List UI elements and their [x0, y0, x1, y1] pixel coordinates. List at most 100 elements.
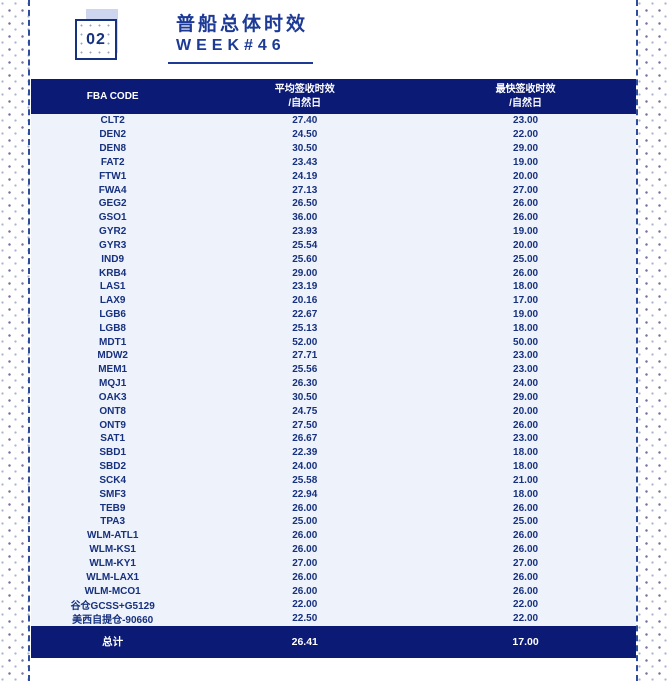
fba-code-cell: MEM1	[98, 364, 128, 376]
fastest-days-cell: 26.00	[513, 212, 539, 224]
average-days-cell: 26.00	[292, 585, 318, 597]
timeliness-table: FBA CODE 平均签收时效 /自然日 最快签收时效 /自然日 CLT2 27.…	[31, 79, 636, 658]
average-days-cell: 27.00	[292, 557, 318, 569]
fba-code-cell: GEG2	[98, 198, 127, 210]
fastest-days-cell: 23.00	[513, 364, 539, 376]
table-body: CLT2 27.40 23.00 DEN2 24.50 22.00 DEN8 30.50 29.…	[31, 114, 636, 626]
table-row: TPA3 25.00 25.00	[31, 515, 636, 529]
fba-code-cell: LGB8	[99, 322, 126, 334]
average-days-cell: 26.00	[292, 544, 318, 556]
average-days-cell: 22.67	[292, 309, 318, 320]
table-row: MEM1 25.56 23.00	[31, 363, 636, 377]
fastest-days-cell: 22.00	[513, 613, 539, 625]
fba-code-cell: TPA3	[100, 516, 126, 528]
fastest-days-cell: 29.00	[513, 391, 539, 403]
fastest-days-cell: 18.00	[513, 322, 539, 334]
fba-code-cell: SBD1	[99, 447, 127, 459]
fastest-days-cell: 26.00	[513, 585, 539, 597]
table-row: ONT8 24.75 20.00	[31, 404, 636, 418]
fastest-days-cell: 20.00	[513, 170, 539, 182]
table-row: IND9 25.60 25.00	[31, 252, 636, 266]
fba-code-cell: ONT9	[99, 419, 126, 431]
average-days-cell: 27.40	[292, 115, 318, 127]
footer-total-label: 总计	[102, 636, 124, 649]
page-title: 普船总体时效	[176, 14, 309, 35]
fba-code-cell: TEB9	[99, 502, 126, 514]
table-row: TEB9 26.00 26.00	[31, 501, 636, 515]
footer-average-value: 26.41	[291, 635, 318, 648]
fastest-days-cell: 50.00	[513, 336, 539, 348]
fastest-days-cell: 20.00	[513, 405, 539, 417]
average-days-cell: 24.75	[292, 405, 318, 417]
fba-code-cell: GSO1	[98, 212, 127, 224]
fastest-days-cell: 29.00	[513, 143, 539, 155]
average-days-cell: 30.50	[292, 391, 318, 403]
fba-code-cell: OAK3	[98, 391, 127, 403]
table-row: SBD1 22.39 18.00	[31, 446, 636, 460]
fastest-days-cell: 18.00	[513, 447, 539, 459]
column-header-fba-code: FBA CODE	[86, 90, 139, 102]
fastest-days-cell: 26.00	[513, 198, 539, 210]
table-row: GYR3 25.54 20.00	[31, 238, 636, 252]
table-row: WLM-LAX1 26.00 26.00	[31, 570, 636, 584]
fba-code-cell: 谷仓GCSS+G5129	[70, 601, 155, 613]
fastest-days-cell: 25.00	[513, 253, 539, 265]
table-row: 美西自提仓-90660 22.50 22.00	[31, 612, 636, 626]
fastest-days-cell: 18.00	[513, 488, 539, 500]
table-row: KRB4 29.00 26.00	[31, 266, 636, 280]
average-days-cell: 25.54	[292, 239, 318, 251]
average-days-cell: 30.50	[292, 143, 318, 155]
average-days-cell: 22.39	[292, 447, 318, 459]
column-header-average: 平均签收时效 /自然日	[274, 84, 335, 109]
fastest-days-cell: 18.00	[513, 461, 539, 473]
fba-code-cell: FAT2	[100, 156, 125, 168]
average-days-cell: 23.43	[292, 156, 318, 168]
table-row: MQJ1 26.30 24.00	[31, 377, 636, 391]
average-days-cell: 27.13	[292, 184, 318, 196]
average-days-cell: 36.00	[292, 212, 318, 224]
fastest-days-cell: 26.00	[513, 267, 539, 279]
fastest-days-cell: 27.00	[513, 184, 539, 196]
average-days-cell: 29.00	[292, 267, 318, 279]
average-days-cell: 26.00	[292, 571, 318, 583]
fastest-days-cell: 18.00	[513, 281, 539, 293]
average-days-cell: 26.00	[292, 502, 318, 514]
fba-code-cell: SMF3	[99, 488, 126, 500]
content-panel: 02 普船总体时效 WEEK#46 FBA CODE 平均签收时效 /自然日 最…	[30, 0, 636, 681]
fba-code-cell: WLM-KS1	[89, 544, 136, 556]
fastest-days-cell: 23.00	[513, 115, 539, 127]
fba-code-cell: SAT1	[100, 433, 126, 445]
fastest-days-cell: 26.00	[513, 530, 539, 542]
fba-code-cell: LGB6	[99, 309, 126, 320]
average-days-cell: 25.13	[292, 322, 318, 334]
table-row: DEN2 24.50 22.00	[31, 128, 636, 142]
fastest-days-cell: 23.00	[513, 350, 539, 362]
fastest-days-cell: 19.00	[513, 156, 539, 168]
average-days-cell: 26.50	[292, 198, 318, 210]
fba-code-cell: 美西自提仓-90660	[72, 615, 154, 627]
table-row: GSO1 36.00 26.00	[31, 211, 636, 225]
table-row: 谷仓GCSS+G5129 22.00 22.00	[31, 598, 636, 612]
average-days-cell: 22.00	[292, 599, 318, 611]
table-row: LGB6 22.67 19.00	[31, 308, 636, 322]
fastest-days-cell: 26.00	[513, 571, 539, 583]
fastest-days-cell: 20.00	[513, 239, 539, 251]
column-header-fastest: 最快签收时效 /自然日	[495, 84, 556, 109]
fba-code-cell: GYR2	[99, 226, 127, 238]
fba-code-cell: MDT1	[99, 336, 127, 348]
average-days-cell: 27.50	[292, 419, 318, 431]
fba-code-cell: WLM-LAX1	[86, 571, 140, 583]
table-row: ONT9 27.50 26.00	[31, 418, 636, 432]
fba-code-cell: GYR3	[99, 239, 127, 251]
table-row: FAT2 23.43 19.00	[31, 155, 636, 169]
fba-code-cell: FTW1	[99, 170, 127, 182]
table-row: CLT2 27.40 23.00	[31, 114, 636, 128]
table-row: DEN8 30.50 29.00	[31, 142, 636, 156]
table-row: FTW1 24.19 20.00	[31, 169, 636, 183]
average-days-cell: 26.67	[292, 433, 318, 445]
table-row: SMF3 22.94 18.00	[31, 487, 636, 501]
section-number: 02	[86, 30, 106, 48]
table-row: WLM-KY1 27.00 27.00	[31, 557, 636, 571]
fastest-days-cell: 26.00	[513, 502, 539, 514]
average-days-cell: 24.00	[292, 461, 318, 473]
